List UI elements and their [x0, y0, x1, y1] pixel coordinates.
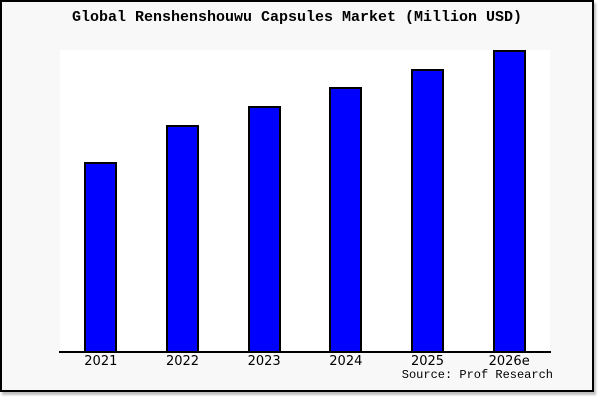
- bar-2026e: [492, 50, 526, 351]
- chart-title: Global Renshenshouwu Capsules Market (Mi…: [71, 9, 523, 26]
- bar-2022: [166, 124, 199, 351]
- x-tick-label-2024: 2024: [329, 354, 363, 369]
- x-tick-label-2026e: 2026e: [488, 354, 530, 369]
- x-tick-label-2021: 2021: [84, 354, 118, 369]
- x-tick-label-2023: 2023: [247, 354, 281, 369]
- bar-2021: [84, 161, 118, 351]
- x-axis-line: [59, 351, 551, 353]
- bar-2025: [411, 68, 444, 351]
- plot-area: [59, 50, 551, 353]
- chart-figure: Global Renshenshouwu Capsules Market (Mi…: [0, 0, 594, 392]
- x-tick-label-2022: 2022: [165, 354, 200, 369]
- bar-2024: [329, 87, 363, 351]
- source-credit: Source: Prof Research: [401, 368, 553, 382]
- x-axis-labels: 2021 2022 2023 2024 2025 2026e: [60, 354, 550, 370]
- x-tick-label-2025: 2025: [410, 354, 445, 369]
- bar-2023: [247, 106, 281, 351]
